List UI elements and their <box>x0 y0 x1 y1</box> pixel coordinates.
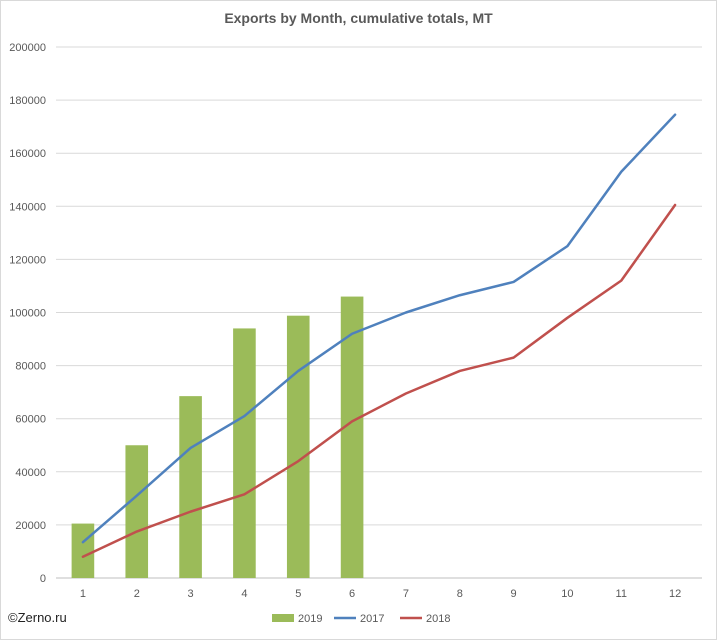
y-tick-label: 60000 <box>15 414 46 426</box>
bar-2019-1 <box>71 523 95 578</box>
y-axis-ticks: 0 20000 40000 60000 80000 100000 120000 140000 1… <box>9 42 46 585</box>
bar-2019-6 <box>340 296 364 578</box>
bar-2019-5 <box>286 315 310 578</box>
x-tick-label: 6 <box>349 588 355 600</box>
line-series <box>81 113 677 559</box>
x-tick-label: 8 <box>457 588 463 600</box>
y-tick-label: 180000 <box>9 95 46 107</box>
y-tick-label: 80000 <box>15 361 46 373</box>
y-tick-label: 140000 <box>9 201 46 213</box>
line-2018 <box>81 203 677 559</box>
line-2017 <box>81 113 677 544</box>
x-axis-ticks: 1 2 3 4 5 6 7 8 9 10 11 12 <box>80 588 681 600</box>
x-tick-label: 12 <box>669 588 681 600</box>
x-tick-label: 7 <box>403 588 409 600</box>
y-tick-label: 200000 <box>9 42 46 54</box>
x-tick-label: 5 <box>295 588 301 600</box>
legend-label-2017: 2017 <box>360 613 384 625</box>
bar-series <box>71 296 364 578</box>
x-tick-label: 11 <box>616 588 627 600</box>
y-tick-label: 20000 <box>15 520 46 532</box>
legend-label-2019: 2019 <box>298 613 322 625</box>
x-tick-label: 2 <box>134 588 140 600</box>
chart-title: Exports by Month, cumulative totals, MT <box>224 10 493 26</box>
y-tick-label: 160000 <box>9 148 46 160</box>
bar-2019-2 <box>125 445 149 578</box>
x-tick-label: 4 <box>241 588 247 600</box>
x-tick-label: 10 <box>561 588 573 600</box>
x-tick-label: 1 <box>80 588 86 600</box>
x-tick-label: 9 <box>511 588 517 600</box>
watermark: ©Zerno.ru <box>8 610 67 625</box>
y-tick-label: 100000 <box>9 308 46 320</box>
y-tick-label: 40000 <box>15 467 46 479</box>
gridlines <box>56 46 702 579</box>
legend: 2019 2017 2018 <box>272 613 450 625</box>
bar-2019-3 <box>179 396 202 578</box>
bar-2019-4 <box>233 328 256 578</box>
legend-swatch-2019 <box>272 614 294 622</box>
legend-label-2018: 2018 <box>426 613 450 625</box>
y-tick-label: 120000 <box>9 254 46 266</box>
x-tick-label: 3 <box>188 588 194 600</box>
y-tick-label: 0 <box>40 573 46 585</box>
